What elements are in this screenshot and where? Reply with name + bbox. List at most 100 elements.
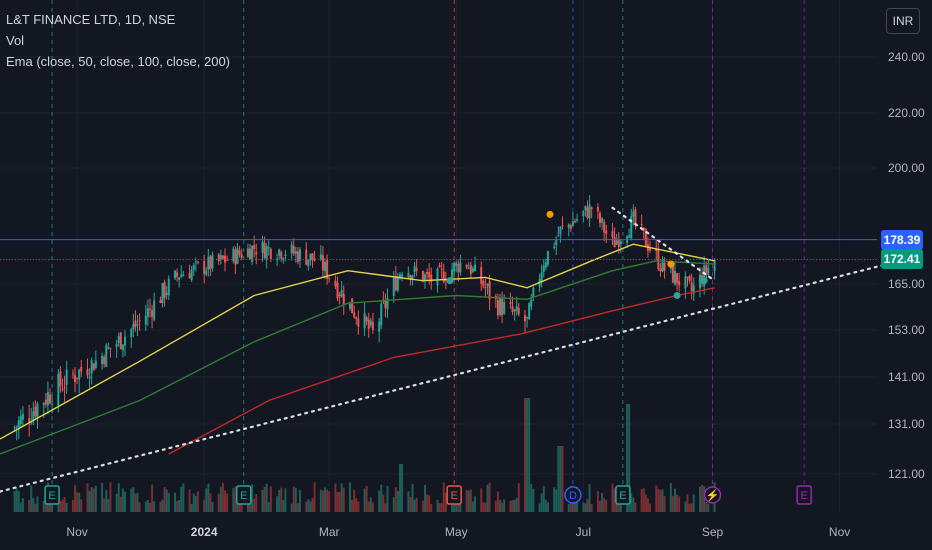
candle-body (582, 211, 585, 217)
candle-body (253, 244, 256, 249)
candle-body (561, 225, 564, 227)
volume-bar (328, 491, 331, 512)
candle-body (49, 394, 51, 404)
candle-body (684, 276, 687, 289)
candle-body (311, 253, 314, 260)
volume-bar (678, 496, 681, 512)
volume-bar (584, 503, 587, 512)
candle-body (713, 259, 716, 272)
candle-body (149, 308, 151, 310)
candle-body (396, 276, 399, 291)
candle-body (174, 270, 176, 279)
volume-bar (440, 503, 443, 512)
candle-body (340, 290, 343, 297)
y-tick-label: 165.00 (888, 277, 925, 291)
candle-body (690, 282, 693, 292)
ema-indicator-label[interactable]: Ema (close, 50, close, 100, close, 200) (6, 54, 231, 69)
candle-body (671, 265, 674, 283)
candle-body (267, 247, 270, 249)
volume-bar (499, 499, 501, 512)
candle-body (134, 320, 137, 327)
volume-indicator-label[interactable]: Vol (6, 33, 25, 48)
volume-bar (415, 497, 418, 512)
volume-bar (442, 482, 445, 512)
candle-body (357, 318, 360, 327)
volume-bar (342, 487, 345, 512)
volume-bar (486, 484, 489, 512)
candle-body (528, 303, 531, 320)
volume-bar (221, 482, 224, 512)
candle-body (36, 403, 39, 418)
candle-body (546, 250, 549, 265)
candle-body (415, 268, 418, 271)
candle-body (630, 215, 633, 239)
candle-body (324, 262, 326, 271)
volume-bar (469, 489, 472, 512)
volume-bar (371, 502, 374, 512)
volume-bar (661, 489, 664, 512)
volume-bar (555, 489, 558, 512)
candle-body (703, 265, 706, 286)
volume-bar (334, 483, 337, 512)
candle-body (367, 319, 370, 329)
volume-bar (130, 488, 133, 512)
candle-body (307, 259, 310, 267)
candle-body (469, 265, 472, 275)
volume-bar (532, 488, 535, 512)
volume-bar (646, 498, 649, 512)
candle-body (71, 373, 74, 375)
volume-bar (453, 499, 456, 512)
volume-bar (355, 498, 358, 512)
signal-markers (446, 210, 708, 299)
candle-body (363, 313, 366, 329)
candle-body (353, 312, 356, 318)
volume-bar (121, 488, 124, 512)
candle-body (305, 249, 308, 265)
chart-grid (0, 0, 877, 512)
volume-bar (182, 483, 185, 512)
volume-bar (513, 499, 516, 512)
event-badge-label: E (450, 490, 457, 502)
candle-body (474, 264, 476, 272)
volume-bar (692, 494, 695, 512)
candle-body (394, 275, 397, 291)
candle-body (692, 285, 695, 294)
candle-body (32, 411, 35, 422)
candle-body (76, 377, 79, 379)
candle-body (413, 265, 416, 273)
candle-body (194, 261, 197, 263)
candle-body (109, 347, 112, 349)
volume-bar (305, 501, 308, 512)
volume-bar (211, 501, 214, 512)
volume-bar (319, 489, 322, 512)
volume-bar (188, 489, 191, 512)
ema-line-ema-50 (0, 243, 715, 440)
volume-bar (630, 493, 633, 512)
candle-body (338, 294, 341, 296)
event-badge-label: D (569, 490, 577, 502)
event-badge-box (615, 485, 631, 505)
candle-body (619, 241, 622, 245)
volume-bar (671, 495, 674, 512)
currency-button[interactable]: INR (886, 8, 920, 34)
candle-body (21, 413, 24, 420)
event-badge-label: ⚡ (706, 489, 720, 502)
volume-bar (42, 500, 45, 512)
candle-body (649, 248, 651, 251)
volume-bar (192, 493, 195, 512)
candle-body (411, 275, 414, 280)
signal-dot (446, 277, 454, 285)
volume-bar (17, 491, 20, 512)
volume-bar (363, 488, 366, 512)
candle-body (90, 360, 93, 374)
event-badge-box (44, 485, 60, 505)
candle-body (471, 268, 474, 272)
volume-bar (144, 501, 147, 512)
volume-bar (676, 494, 679, 512)
volume-bar (30, 485, 33, 512)
volume-bar (76, 492, 79, 512)
candle-body (251, 246, 254, 262)
candle-body (236, 248, 239, 264)
volume-bar (482, 502, 485, 512)
